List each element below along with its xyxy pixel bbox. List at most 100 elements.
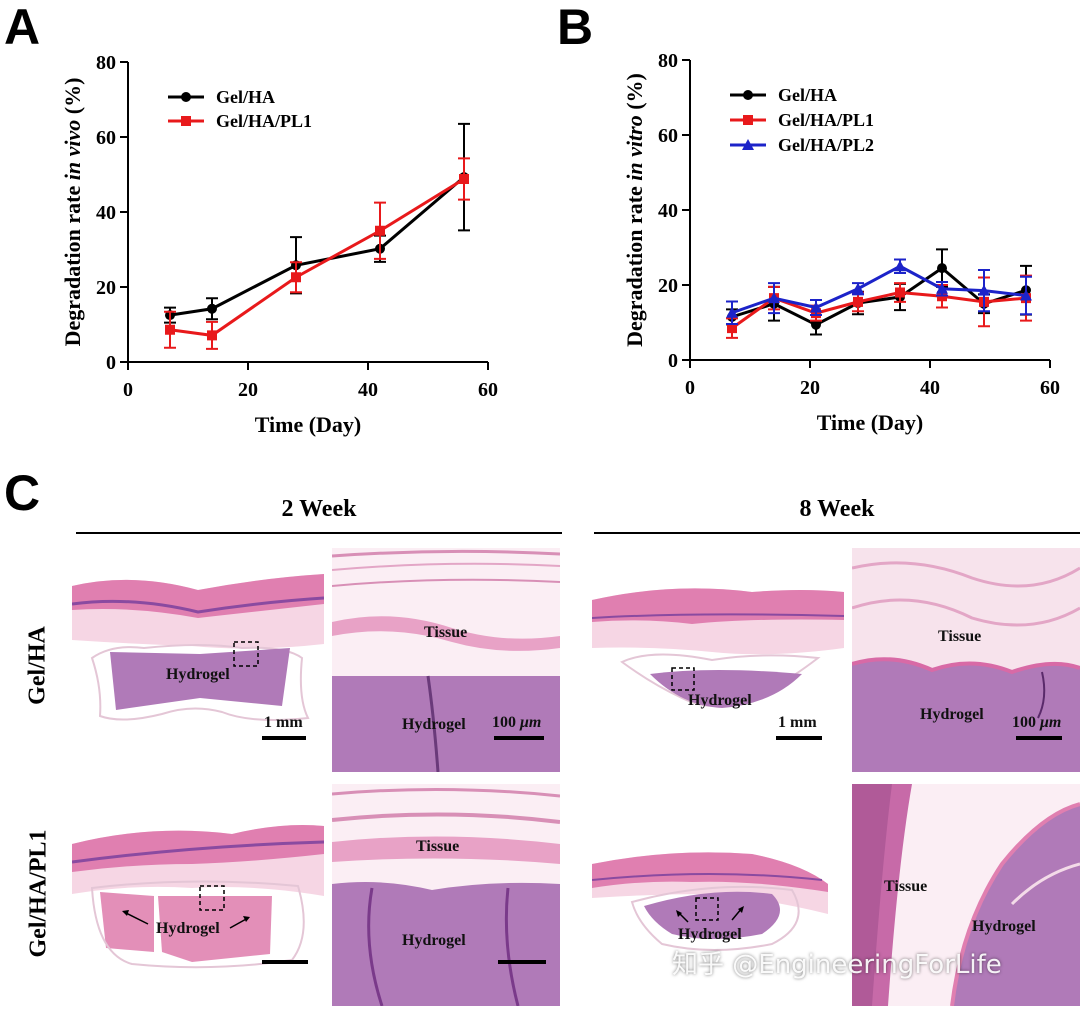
scale-value: 100 <box>492 714 520 731</box>
hydrogel-label: Hydrogel <box>402 932 466 949</box>
panel-letter-b: B <box>557 0 594 55</box>
scale-bar <box>498 960 546 964</box>
tissue-label: Tissue <box>884 878 928 895</box>
legend-entry: Gel/HA/PL2 <box>730 135 874 155</box>
hydrogel-label: Hydrogel <box>166 666 230 683</box>
x-tick-label: 0 <box>685 377 695 399</box>
scale-bar <box>776 736 822 740</box>
data-point <box>1020 289 1032 301</box>
data-point <box>852 282 864 294</box>
data-point <box>375 225 385 236</box>
histology-2w-gel-ha-pl1-overview: Hydrogel <box>72 784 324 1006</box>
tissue-section-image <box>852 548 1080 772</box>
histology-8w-gel-ha-pl1-zoom: Tissue Hydrogel <box>852 784 1080 1006</box>
legend-label: Gel/HA/PL1 <box>216 111 312 131</box>
legend-label: Gel/HA/PL2 <box>778 135 874 155</box>
legend-label: Gel/HA <box>778 85 837 105</box>
data-point <box>727 323 737 334</box>
panel-letter-a: A <box>4 0 41 55</box>
y-tick-label: 20 <box>96 277 116 299</box>
data-point <box>726 306 738 318</box>
histology-2w-gel-ha-zoom: Tissue Hydrogel 100 μm <box>332 548 560 772</box>
series-line <box>731 264 1027 315</box>
histology-8w-gel-ha-zoom: Tissue Hydrogel 100 μm <box>852 548 1080 772</box>
legend-marker <box>181 92 191 102</box>
y-tick-label: 80 <box>658 50 678 72</box>
tissue-section-image <box>72 784 324 1006</box>
watermark: 知乎 @EngineeringForLife <box>672 950 1002 980</box>
legend-label: Gel/HA/PL1 <box>778 110 874 130</box>
scale-bar-label: 1 mm <box>778 714 817 731</box>
scale-bar <box>262 736 306 740</box>
data-point <box>894 260 906 272</box>
hydrogel-label: Hydrogel <box>402 716 466 733</box>
scale-unit: μm <box>1040 714 1062 731</box>
legend-entry: Gel/HA <box>168 87 275 107</box>
tissue-label: Tissue <box>424 624 468 641</box>
x-tick-label: 40 <box>920 377 940 399</box>
data-point <box>459 174 469 184</box>
scale-bar-label: 100 μm <box>1012 714 1061 732</box>
scale-bar-label: 100 μm <box>492 714 541 732</box>
week-label-2: 2 Week <box>281 496 357 522</box>
tissue-label: Tissue <box>938 628 982 645</box>
x-tick-label: 40 <box>358 379 378 401</box>
scale-bar <box>494 736 544 740</box>
y-tick-label: 80 <box>96 52 116 74</box>
data-point <box>853 296 863 307</box>
y-axis-title: Degradation rate in vivo (%) <box>60 78 85 347</box>
x-tick-label: 60 <box>478 379 498 401</box>
x-tick-label: 60 <box>1040 377 1060 399</box>
y-tick-label: 60 <box>658 125 678 147</box>
hydrogel-label: Hydrogel <box>972 918 1036 935</box>
legend-marker <box>743 115 753 125</box>
hydrogel-label: Hydrogel <box>920 706 984 723</box>
tissue-section-image <box>852 784 1080 1006</box>
y-tick-label: 40 <box>96 202 116 224</box>
legend-marker <box>181 116 191 126</box>
hydrogel-label: Hydrogel <box>688 692 752 709</box>
x-tick-label: 0 <box>123 379 133 401</box>
legend-label: Gel/HA <box>216 87 275 107</box>
series-gel-ha <box>164 122 470 324</box>
scale-unit: μm <box>520 714 542 731</box>
hydrogel-label: Hydrogel <box>156 920 220 937</box>
series-line <box>731 266 1027 327</box>
x-tick-label: 20 <box>800 377 820 399</box>
week-8-rule <box>594 532 1080 534</box>
legend-entry: Gel/HA/PL1 <box>168 111 312 131</box>
tissue-label: Tissue <box>416 838 460 855</box>
scale-bar-label: 1 mm <box>264 714 303 731</box>
row-label-gel-ha-pl1: Gel/HA/PL1 <box>25 829 52 958</box>
scale-value: 100 <box>1012 714 1040 731</box>
tissue-section-image <box>592 784 844 1006</box>
tissue-section-image <box>72 548 324 772</box>
y-tick-label: 20 <box>658 275 678 297</box>
histology-2w-gel-ha-overview: Hydrogel 1 mm <box>72 548 324 772</box>
data-point <box>291 272 301 283</box>
data-point <box>207 303 217 314</box>
data-point <box>895 287 905 298</box>
series-gel-ha-pl2 <box>726 258 1032 325</box>
week-label-8: 8 Week <box>799 496 875 522</box>
y-axis-title: Degradation rate in vitro (%) <box>622 73 647 347</box>
tissue-section-image <box>332 548 560 772</box>
x-axis-title: Time (Day) <box>255 412 362 437</box>
data-point <box>811 319 821 330</box>
week-2-rule <box>76 532 562 534</box>
y-tick-label: 60 <box>96 127 116 149</box>
tissue-section-image <box>332 784 560 1006</box>
y-tick-label: 0 <box>668 350 678 372</box>
legend-entry: Gel/HA <box>730 85 837 105</box>
data-point <box>207 330 217 341</box>
histology-8w-gel-ha-pl1-overview: Hydrogel <box>592 784 844 1006</box>
panel-letter-c: C <box>4 465 41 521</box>
scale-bar <box>1016 736 1062 740</box>
data-point <box>936 282 948 294</box>
chart-b-in-vitro: 0 20 40 60 80 0 20 40 60 Gel/HA Gel/HA/PL1 Gel/HA/… <box>622 50 1060 435</box>
legend-marker <box>743 90 753 100</box>
series-gel-ha-pl1 <box>164 157 470 350</box>
chart-a-in-vivo: 0 20 40 60 80 0 20 40 60 Gel/HA Gel/HA/PL1 Time (… <box>60 52 498 437</box>
data-point <box>810 301 822 313</box>
tissue-section-image <box>592 548 844 772</box>
